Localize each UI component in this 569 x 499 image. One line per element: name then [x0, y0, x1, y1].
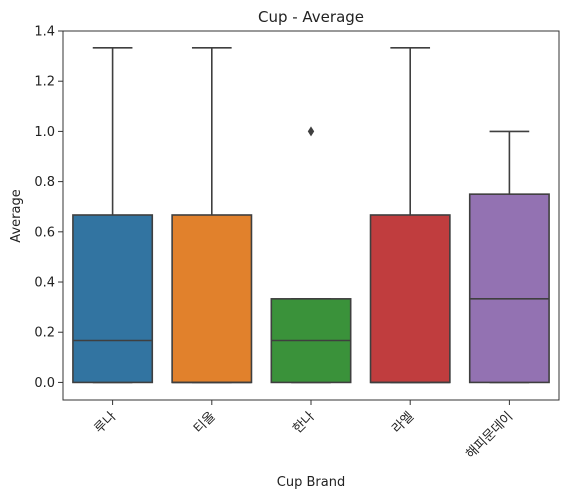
iqr-box	[171, 214, 253, 384]
y-tick-label: 0.4	[34, 276, 55, 291]
y-tick-label: 0.8	[34, 175, 55, 190]
y-tick-label: 0.2	[34, 326, 55, 341]
box-3	[270, 126, 352, 384]
iqr-box	[369, 214, 451, 384]
x-tick-label: 라엘	[390, 409, 418, 437]
x-tick-label: 해피문데이	[463, 409, 516, 462]
box-2	[171, 47, 253, 384]
box-5	[468, 130, 550, 384]
y-axis: 0.0 0.2 0.4 0.6 0.8 1.0 1.2 1.4	[34, 25, 63, 391]
chart-title: Cup - Average	[258, 8, 364, 26]
iqr-box	[468, 193, 550, 384]
y-tick-label: 1.4	[34, 25, 55, 40]
box-1	[72, 47, 154, 384]
y-tick-label: 1.0	[34, 125, 55, 140]
iqr-box	[72, 214, 154, 384]
x-axis-title: Cup Brand	[277, 475, 345, 490]
y-tick-label: 0.6	[34, 225, 55, 240]
x-axis: 루나 티올 한나 라엘 해피문데이	[92, 400, 516, 462]
y-tick-label: 1.2	[34, 75, 55, 90]
x-tick-label: 한나	[290, 409, 318, 437]
x-tick-label: 루나	[92, 409, 120, 437]
y-axis-title: Average	[9, 189, 24, 242]
outlier-point	[307, 126, 315, 137]
x-tick-label: 티올	[191, 409, 219, 437]
y-tick-label: 0.0	[34, 376, 55, 391]
box-4	[369, 47, 451, 384]
plot-area	[72, 47, 550, 384]
